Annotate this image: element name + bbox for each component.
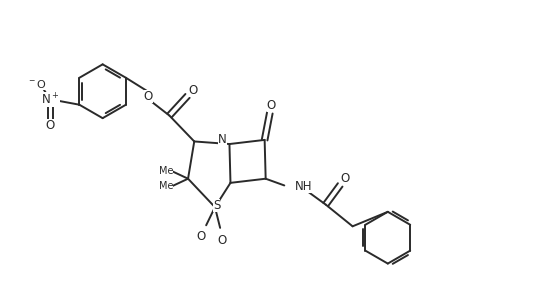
- Text: Me: Me: [158, 182, 173, 191]
- Text: N$^+$: N$^+$: [41, 92, 60, 107]
- Text: O: O: [267, 99, 276, 112]
- Text: O: O: [188, 84, 197, 97]
- Text: O: O: [197, 230, 205, 243]
- Text: $^-$O: $^-$O: [27, 78, 47, 90]
- Text: Me: Me: [158, 166, 173, 176]
- Text: N: N: [219, 133, 227, 146]
- Text: O: O: [341, 172, 350, 185]
- Text: O: O: [144, 90, 153, 104]
- Text: S: S: [213, 199, 220, 212]
- Text: O: O: [46, 120, 55, 132]
- Text: O: O: [217, 234, 226, 247]
- Text: NH: NH: [295, 180, 312, 194]
